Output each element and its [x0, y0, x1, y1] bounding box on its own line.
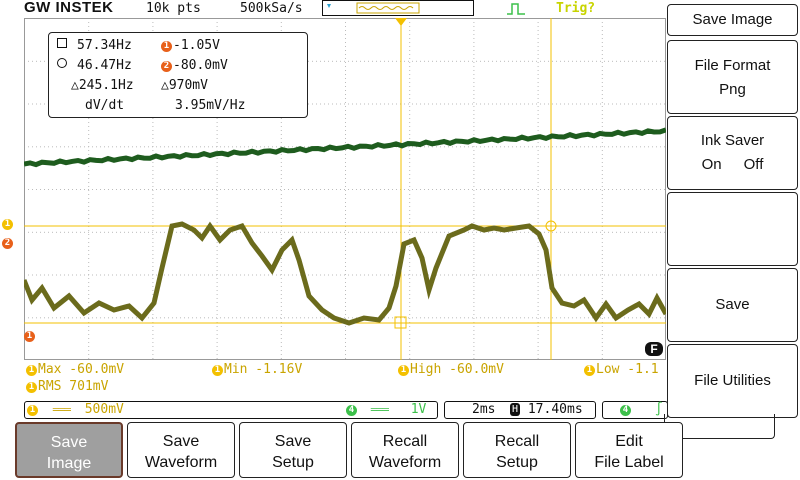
meas-row-1-right: 1 -1.05V	[161, 38, 220, 53]
meas-row-4-value: 3.95mV/Hz	[175, 98, 246, 113]
ground-badge: 1	[24, 331, 35, 342]
display-border	[24, 18, 666, 360]
h-position-icon: H	[510, 403, 521, 416]
ink-saver-button[interactable]: Ink Saver On Off	[667, 116, 798, 190]
dc-coupling-icon: ═══	[52, 405, 71, 416]
auto-measurement-row: 1 Max -60.0mV 1 Min -1.16V 1 High -60.0mV 1…	[24, 362, 666, 398]
trigger-level-marker-icon	[395, 18, 407, 26]
memory-wave	[358, 6, 414, 10]
f-marker: F	[645, 342, 663, 356]
ch1-scale: 1 ═══ 500mV	[27, 402, 124, 417]
save-setup-button[interactable]: Save Setup	[239, 422, 347, 478]
meas-rms: 1 RMS 701mV	[26, 379, 108, 394]
ink-saver-label: Ink Saver	[700, 132, 765, 149]
meas-row-2-left: 46.47Hz	[57, 58, 132, 73]
meas-row-3-right: △970mV	[161, 78, 208, 93]
file-format-value: Png	[719, 81, 746, 98]
channel-1-marker[interactable]: 1	[2, 219, 13, 230]
save-waveform-button[interactable]: Save Waveform	[127, 422, 235, 478]
cursor-square-marker	[394, 316, 407, 329]
trigger-status: Trig?	[556, 1, 596, 16]
cursor-crosshair-marker	[545, 220, 557, 232]
meas-row-1-left: 57.34Hz	[57, 38, 132, 53]
memory-window	[356, 2, 420, 14]
save-image-button[interactable]: Save Image	[15, 422, 123, 478]
trigger-position-marker-icon	[327, 4, 331, 8]
timebase-scale: 2ms	[472, 402, 496, 417]
meas-low: 1 Low -1.1	[584, 362, 659, 377]
channel-2-marker[interactable]: 2	[2, 238, 13, 249]
side-menu-title: Save Image	[667, 4, 798, 36]
side-menu: Save Image File Format Png Ink Saver On O…	[667, 4, 798, 418]
meas-row-4-label: dV/dt	[85, 98, 125, 113]
channel-1-waveform	[24, 221, 666, 326]
save-button[interactable]: Save	[667, 268, 798, 342]
channel-status-bar: 1 ═══ 500mV 4 ═══ 1V 2ms H 17.40ms 4 ∫	[24, 401, 668, 419]
edit-file-label-button[interactable]: Edit File Label	[575, 422, 683, 478]
trigger-edge-icon	[507, 3, 525, 15]
recall-waveform-button[interactable]: Recall Waveform	[351, 422, 459, 478]
sample-rate: 500kSa/s	[240, 1, 303, 16]
meas-max: 1 Max -60.0mV	[26, 362, 124, 377]
record-length: 10k pts	[146, 1, 201, 16]
memory-bar	[322, 0, 474, 16]
brand-logo: GW INSTEK	[24, 0, 114, 16]
delta-icon: △	[161, 78, 169, 93]
ch4-scale: 4 ═══ 1V	[346, 402, 426, 417]
rising-edge-icon: ∫	[654, 402, 663, 417]
dc-coupling-icon: ═══	[370, 405, 389, 416]
meas-high: 1 High -60.0mV	[398, 362, 504, 377]
ground-marker: 1	[24, 324, 36, 343]
side-menu-empty-slot	[667, 192, 798, 266]
timebase-box[interactable]	[444, 401, 596, 419]
ink-saver-off: Off	[743, 156, 764, 173]
ink-saver-on: On	[701, 156, 722, 173]
recall-setup-button[interactable]: Recall Setup	[463, 422, 571, 478]
channel-markers-left: 12	[2, 212, 22, 249]
file-format-label: File Format	[694, 57, 771, 74]
cursor-measurement-box: 57.34Hz 1 -1.05V 46.47Hz 2 -80.0mV △245.1H…	[48, 32, 308, 118]
top-status-bar: GW INSTEK 10k pts 500kSa/s Trig?	[0, 0, 666, 17]
file-utilities-button[interactable]: File Utilities	[667, 344, 798, 418]
horizontal-position: H 17.40ms	[510, 402, 583, 417]
meas-row-2-right: 2 -80.0mV	[161, 58, 228, 73]
file-format-button[interactable]: File Format Png	[667, 40, 798, 114]
trigger-source: 4 ∫	[620, 402, 663, 417]
delta-icon: △	[71, 78, 79, 93]
circle-icon	[57, 58, 67, 68]
channel-2-waveform	[24, 127, 666, 168]
meas-min: 1 Min -1.16V	[212, 362, 302, 377]
meas-row-3-left: △245.1Hz	[71, 78, 134, 93]
channel-scale-box[interactable]	[24, 401, 438, 419]
square-icon	[57, 38, 67, 48]
